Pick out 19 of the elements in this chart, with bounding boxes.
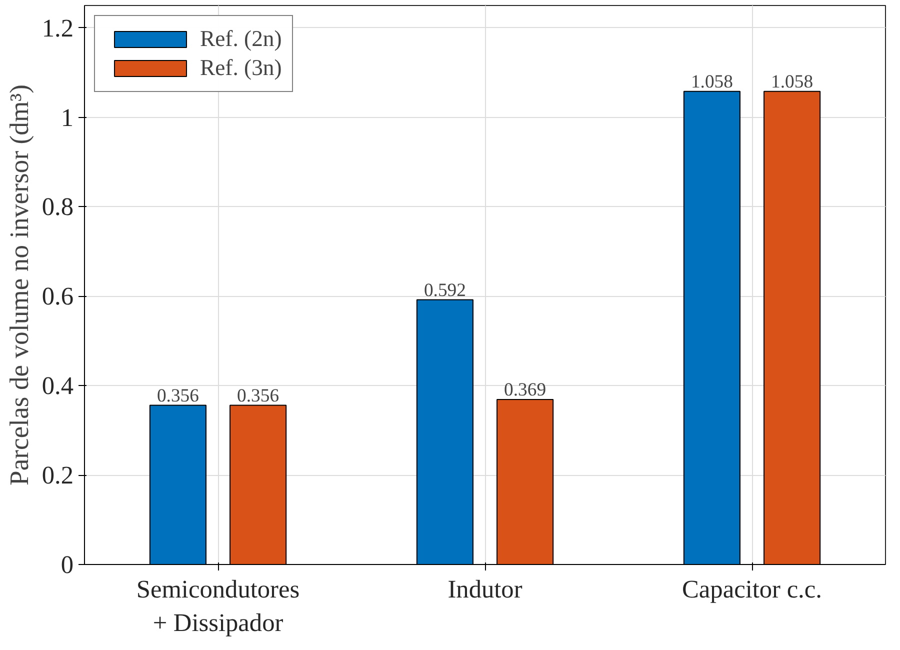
legend-label: Ref. (2n) xyxy=(200,26,282,52)
data-label: 1.058 xyxy=(771,71,814,92)
x-tick-label: Semicondutores + Dissipador xyxy=(136,576,300,638)
data-label: 0.356 xyxy=(156,385,199,406)
y-tick-label: 0 xyxy=(60,551,74,579)
data-label: 0.592 xyxy=(424,280,466,301)
data-label: 0.356 xyxy=(237,385,280,406)
data-label: 0.369 xyxy=(504,379,546,400)
y-tick-label: 1.2 xyxy=(42,14,74,42)
x-tick-label: Indutor xyxy=(448,576,523,604)
y-tick-label: 0.6 xyxy=(42,282,74,311)
y-tick-label: 0.4 xyxy=(42,372,74,400)
legend-label: Ref. (3n) xyxy=(200,55,282,81)
x-tick-label: Capacitor c.c. xyxy=(682,576,822,604)
data-label: 1.058 xyxy=(690,71,733,92)
y-tick-label: 0.8 xyxy=(42,193,74,222)
y-axis-title: Parcelas de volume no inversor (dm³) xyxy=(4,84,34,486)
y-tick-label: 0.2 xyxy=(42,462,74,490)
y-tick-label: 1 xyxy=(60,104,74,132)
